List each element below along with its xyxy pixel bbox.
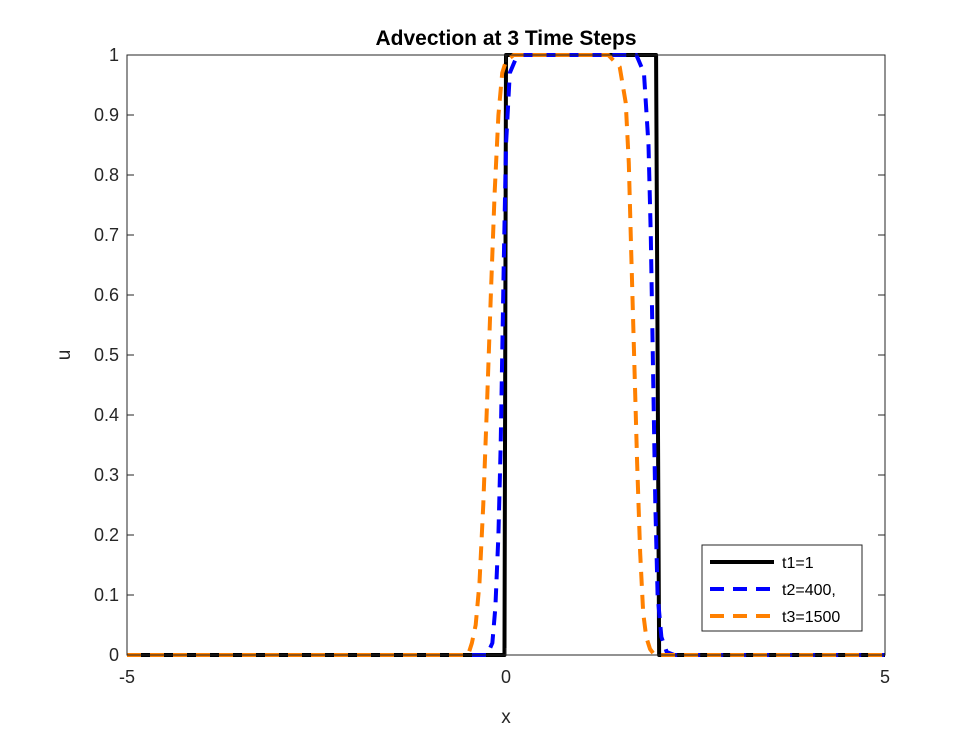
y-tick-label: 0.3 [94,465,119,485]
y-tick-label: 0.4 [94,405,119,425]
y-tick-label: 0 [109,645,119,665]
x-tick-label: -5 [119,667,135,687]
y-tick-label: 0.6 [94,285,119,305]
ticks-layer: -5 0 500.10.20.30.40.50.60.70.80.91 [94,45,890,687]
y-tick-label: 0.8 [94,165,119,185]
x-axis-label: x [501,707,511,728]
legend-box [701,544,863,632]
legend-label-1: t1=1 [782,555,814,572]
legend-label-3: t3=1500 [782,609,840,626]
y-tick-label: 0.7 [94,225,119,245]
y-tick-label: 1 [109,45,119,65]
chart-title: Advection at 3 Time Steps [375,27,636,50]
y-tick-label: 0.1 [94,585,119,605]
legend: t1=1 t2=400, t3=1500 [701,544,863,632]
legend-label-2: t2=400, [782,582,836,599]
y-axis-label: u [54,350,75,361]
y-tick-label: 0.9 [94,105,119,125]
x-tick-label: 5 [880,667,890,687]
y-tick-label: 0.2 [94,525,119,545]
series-line-3 [127,53,885,657]
x-tick-label: 0 [501,667,511,687]
y-tick-label: 0.5 [94,345,119,365]
